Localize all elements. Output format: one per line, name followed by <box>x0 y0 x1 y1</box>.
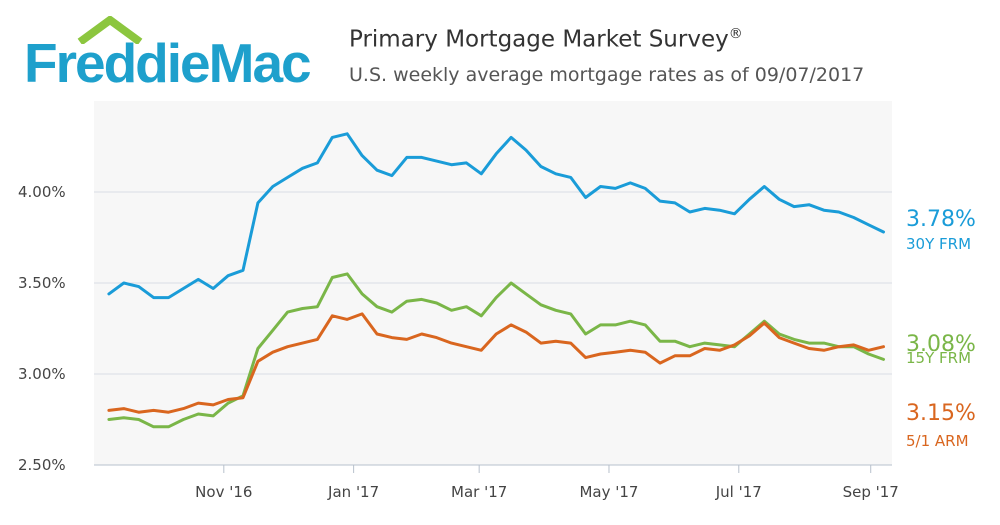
end-value-label: 3.08% <box>906 332 976 357</box>
end-label-group: 3.08%15Y FRM <box>906 332 976 367</box>
x-axis: Nov '16 Jan '17 Mar '17 May '17 Jul '17 Sep '… <box>94 464 899 501</box>
x-tick-label: Mar '17 <box>451 483 507 501</box>
house-roof-icon <box>77 16 143 44</box>
series-lines <box>107 132 885 429</box>
series-name-label: 30Y FRM <box>906 235 971 253</box>
y-tick-label: 3.00% <box>18 365 66 383</box>
chart-title-text: Primary Mortgage Market Survey <box>349 26 729 53</box>
series-line-30y-frm <box>107 132 885 300</box>
end-label-group: 3.78% 30Y FRM <box>906 207 976 253</box>
freddie-mac-logo: FreddieMac <box>24 16 324 96</box>
end-labels: 3.78% 30Y FRM 3.08%15Y FRM 3.15% 5/1 ARM <box>906 207 976 450</box>
y-tick-label: 4.00% <box>18 183 66 201</box>
series-name-label: 5/1 ARM <box>906 432 969 450</box>
series-name-label: 15Y FRM <box>906 349 971 367</box>
x-tick-label: Jan '17 <box>327 483 379 501</box>
y-tick-label: 2.50% <box>18 456 66 474</box>
registered-mark: ® <box>728 26 743 42</box>
x-tick-label: May '17 <box>579 483 638 501</box>
end-label-group: 3.15% 5/1 ARM <box>906 401 976 450</box>
chart-subtitle: U.S. weekly average mortgage rates as of… <box>349 64 865 86</box>
logo-wordmark: FreddieMac <box>24 32 312 94</box>
y-tick-label: 3.50% <box>18 274 66 292</box>
end-value-label: 3.15% <box>906 401 976 426</box>
series-line-5-1-arm <box>107 312 885 414</box>
end-value-label: 3.78% <box>906 207 976 232</box>
x-tick-label: Jul '17 <box>715 483 762 501</box>
chart-title: Primary Mortgage Market Survey® <box>349 26 743 53</box>
x-tick-label: Nov '16 <box>195 483 252 501</box>
y-axis: 2.50% 3.00% 3.50% 4.00% <box>18 183 66 474</box>
x-tick-label: Sep '17 <box>843 483 899 501</box>
